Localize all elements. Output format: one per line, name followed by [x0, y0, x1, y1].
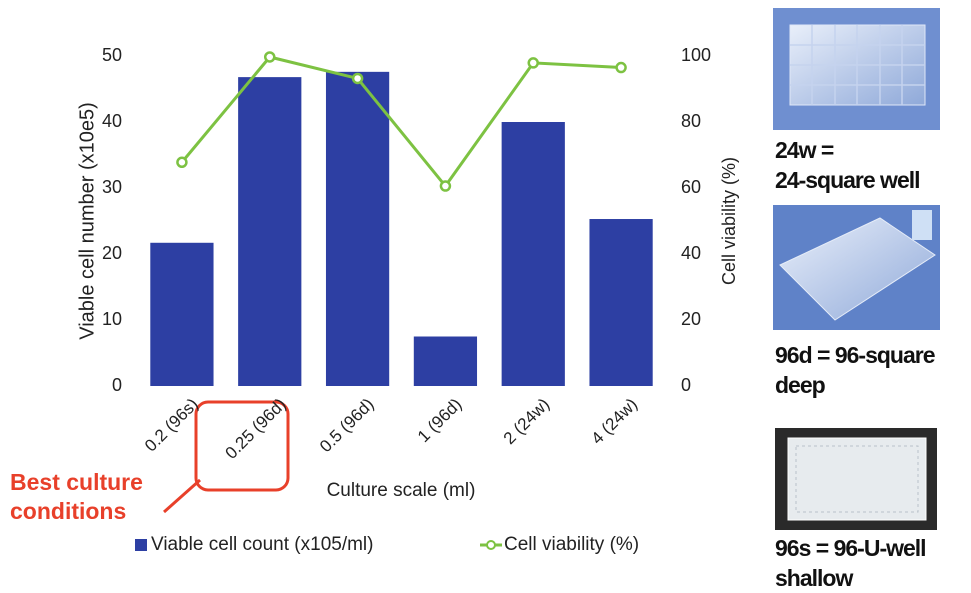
- y-tick-label: 20: [102, 243, 122, 263]
- bar: [502, 122, 565, 386]
- legend-label: Cell viability (%): [504, 534, 639, 555]
- y2-tick-label: 40: [681, 243, 701, 263]
- plate-image: [775, 428, 937, 530]
- x-axis-title: Culture scale (ml): [327, 480, 476, 501]
- y2-axis-title: Cell viability (%): [719, 157, 739, 285]
- x-tick-label: 0.25 (96d): [222, 395, 290, 463]
- label-line: deep: [775, 370, 935, 400]
- x-tick-label: 0.5 (96d): [316, 395, 378, 457]
- plate-image: [773, 8, 940, 130]
- point: [617, 63, 626, 72]
- bar: [238, 77, 301, 386]
- y2-tick-label: 0: [681, 375, 691, 395]
- y-tick-label: 30: [102, 177, 122, 197]
- legend-label: Viable cell count (x105/ml): [151, 534, 373, 555]
- panel-label: 24w =24-square well: [775, 135, 920, 195]
- point: [441, 182, 450, 191]
- bar: [150, 243, 213, 386]
- x-tick-label: 2 (24w): [500, 395, 554, 449]
- bar: [326, 72, 389, 386]
- y2-tick-label: 100: [681, 45, 711, 65]
- legend-swatch: [487, 541, 495, 549]
- annotation: Best culture conditions: [10, 468, 185, 526]
- y2-tick-label: 20: [681, 309, 701, 329]
- legend-swatch: [135, 539, 147, 551]
- bar: [589, 219, 652, 386]
- plate-image: [773, 205, 940, 330]
- point: [177, 158, 186, 167]
- label-line: 24w =: [775, 135, 920, 165]
- y2-tick-label: 80: [681, 111, 701, 131]
- y-tick-label: 10: [102, 309, 122, 329]
- y2-tick-label: 60: [681, 177, 701, 197]
- x-tick-label: 1 (96d): [414, 395, 466, 447]
- y-tick-label: 40: [102, 111, 122, 131]
- label-line: 96d = 96-square: [775, 340, 935, 370]
- x-tick-label: 4 (24w): [588, 395, 642, 449]
- point: [529, 58, 538, 67]
- x-tick-label: 0.2 (96s): [141, 395, 202, 456]
- page: {"chart_data": {"type": "bar_line", "y_l…: [0, 0, 971, 589]
- y-axis-title: Viable cell number (x10e5): [76, 102, 98, 340]
- label-line: 96s = 96-U-well: [775, 533, 926, 563]
- y-tick-label: 50: [102, 45, 122, 65]
- bar: [414, 337, 477, 387]
- label-line: 24-square well: [775, 165, 920, 195]
- point: [353, 74, 362, 83]
- y-tick-label: 0: [112, 375, 122, 395]
- point: [265, 52, 274, 61]
